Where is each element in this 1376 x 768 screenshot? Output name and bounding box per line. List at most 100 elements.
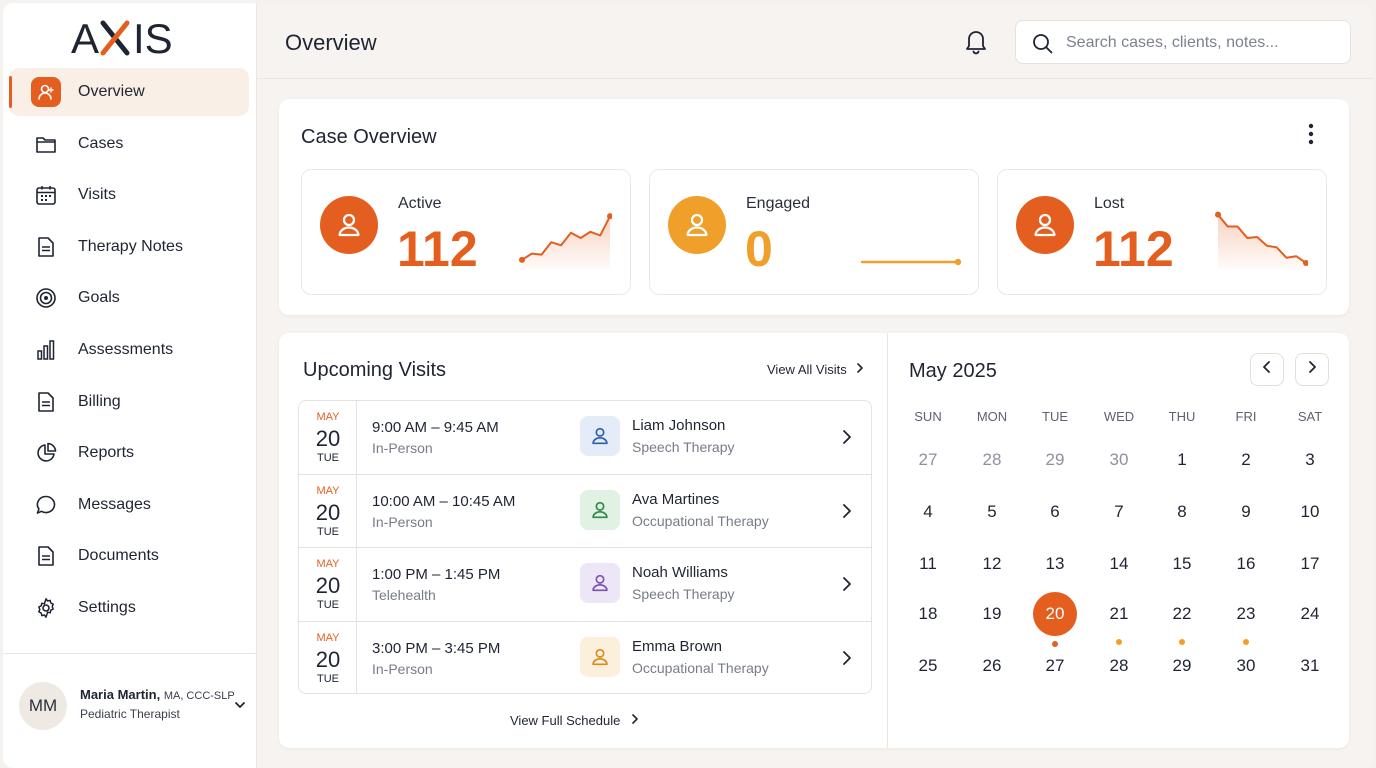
calendar-day[interactable]: 30 bbox=[1109, 450, 1129, 469]
bell-icon[interactable] bbox=[963, 27, 989, 60]
visit-row[interactable]: MAY 20 TUE 9:00 AM – 9:45 AM In-Person L… bbox=[299, 401, 871, 475]
calendar-day[interactable]: 17 bbox=[1300, 554, 1320, 573]
calendar-day[interactable]: 30 bbox=[1236, 656, 1256, 675]
calendar-day[interactable]: 15 bbox=[1172, 554, 1192, 573]
sidebar-item-label: Billing bbox=[78, 392, 121, 410]
top-header: Overview bbox=[257, 3, 1373, 79]
weekday-header: SAT bbox=[1297, 409, 1323, 424]
visit-day: 20 bbox=[315, 426, 341, 451]
calendar-day-selected[interactable]: 20 bbox=[1033, 592, 1077, 636]
sidebar-item-therapy-notes[interactable]: Therapy Notes bbox=[9, 223, 249, 271]
calendar-day[interactable]: 21 bbox=[1109, 604, 1129, 623]
chevron-right-icon[interactable] bbox=[841, 650, 853, 671]
weekday-header: SUN bbox=[914, 409, 942, 424]
calendar-day[interactable]: 1 bbox=[1177, 450, 1187, 469]
visit-mode: In-Person bbox=[372, 440, 433, 456]
visit-mode: Telehealth bbox=[372, 587, 436, 603]
calendar-next-button[interactable] bbox=[1295, 353, 1329, 386]
calendar-day[interactable]: 16 bbox=[1236, 554, 1256, 573]
calendar-day[interactable]: 26 bbox=[982, 656, 1002, 675]
calendar-prev-button[interactable] bbox=[1250, 353, 1284, 386]
calendar-icon bbox=[31, 180, 61, 210]
calendar-day[interactable]: 27 bbox=[1045, 656, 1065, 675]
user-profile[interactable]: MM Maria Martin, MA, CCC-SLP Pediatric T… bbox=[3, 653, 257, 768]
calendar-day[interactable]: 18 bbox=[918, 604, 938, 623]
calendar-day[interactable]: 5 bbox=[987, 502, 997, 521]
sidebar-item-label: Reports bbox=[78, 444, 135, 462]
visit-row[interactable]: MAY 20 TUE 3:00 PM – 3:45 PM In-Person E… bbox=[299, 621, 871, 693]
calendar-day[interactable]: 6 bbox=[1050, 502, 1060, 521]
sidebar-item-visits[interactable]: Visits bbox=[9, 171, 249, 219]
chevron-down-icon[interactable] bbox=[233, 698, 247, 717]
calendar-day[interactable]: 28 bbox=[982, 450, 1002, 469]
visit-time: 10:00 AM – 10:45 AM bbox=[372, 492, 516, 510]
calendar-month-title: May 2025 bbox=[909, 360, 997, 382]
sidebar-item-goals[interactable]: Goals bbox=[9, 274, 249, 322]
weekday-header: FRI bbox=[1235, 409, 1257, 424]
search-input[interactable] bbox=[1066, 31, 1336, 55]
calendar-day[interactable]: 4 bbox=[923, 502, 933, 521]
sidebar-item-cases[interactable]: Cases bbox=[9, 120, 249, 168]
stat-card-engaged[interactable]: Engaged 0 bbox=[649, 169, 979, 295]
chevron-right-icon[interactable] bbox=[841, 429, 853, 450]
sidebar-item-assessments[interactable]: Assessments bbox=[9, 326, 249, 374]
therapy-type: Speech Therapy bbox=[632, 439, 735, 455]
stat-card-active[interactable]: Active 112 bbox=[301, 169, 631, 295]
calendar-day[interactable]: 24 bbox=[1300, 604, 1320, 623]
user-icon bbox=[31, 77, 61, 107]
svg-text:A: A bbox=[71, 15, 100, 61]
calendar-day[interactable]: 9 bbox=[1241, 502, 1251, 521]
calendar-day[interactable]: 27 bbox=[918, 450, 938, 469]
visit-date: MAY 20 TUE bbox=[299, 621, 357, 693]
view-full-schedule-link[interactable]: View Full Schedule bbox=[510, 713, 640, 728]
stat-card-lost[interactable]: Lost 112 bbox=[997, 169, 1327, 295]
calendar-day[interactable]: 11 bbox=[919, 554, 937, 573]
sidebar-nav: Overview Cases Visits Therapy Notes Goal… bbox=[9, 68, 249, 636]
visit-time: 3:00 PM – 3:45 PM bbox=[372, 639, 501, 657]
visit-weekday: TUE bbox=[317, 452, 339, 464]
calendar-day[interactable]: 3 bbox=[1305, 450, 1315, 469]
avatar[interactable]: MM bbox=[19, 682, 67, 730]
more-options-icon[interactable] bbox=[1307, 123, 1315, 150]
visit-day: 20 bbox=[315, 499, 341, 525]
visit-row[interactable]: MAY 20 TUE 10:00 AM – 10:45 AM In-Person… bbox=[299, 474, 871, 548]
sidebar-item-reports[interactable]: Reports bbox=[9, 429, 249, 477]
chevron-right-icon[interactable] bbox=[841, 576, 853, 597]
chevron-right-icon[interactable] bbox=[841, 503, 853, 524]
divider bbox=[887, 333, 888, 748]
sidebar-item-billing[interactable]: Billing bbox=[9, 378, 249, 426]
sidebar-item-settings[interactable]: Settings bbox=[9, 584, 249, 632]
calendar-day[interactable]: 29 bbox=[1045, 450, 1065, 469]
view-all-visits-link[interactable]: View All Visits bbox=[767, 362, 865, 377]
visit-weekday: TUE bbox=[317, 525, 339, 538]
sidebar-item-label: Settings bbox=[78, 598, 136, 616]
profile-name: Maria Martin, MA, CCC-SLP bbox=[80, 687, 235, 702]
chevron-right-icon bbox=[630, 713, 640, 728]
calendar-day[interactable]: 22 bbox=[1172, 604, 1192, 623]
calendar-day[interactable]: 12 bbox=[982, 554, 1002, 573]
calendar-day[interactable]: 29 bbox=[1172, 656, 1192, 675]
calendar-day[interactable]: 23 bbox=[1236, 604, 1256, 623]
client-avatar-icon bbox=[580, 636, 620, 677]
sidebar-item-overview[interactable]: Overview bbox=[9, 68, 249, 116]
calendar-day[interactable]: 10 bbox=[1300, 502, 1320, 521]
visit-date: MAY 20 TUE bbox=[299, 548, 357, 621]
calendar-day[interactable]: 8 bbox=[1177, 502, 1187, 521]
search-box[interactable] bbox=[1015, 20, 1351, 64]
weekday-header: MON bbox=[976, 409, 1008, 424]
sidebar-item-documents[interactable]: Documents bbox=[9, 532, 249, 580]
calendar-day[interactable]: 19 bbox=[982, 604, 1002, 623]
app-window: A IS Overview Cases Visits Therapy Notes… bbox=[3, 3, 1373, 768]
event-indicator-dot bbox=[1116, 639, 1122, 645]
calendar-day[interactable]: 2 bbox=[1241, 450, 1251, 469]
svg-text:IS: IS bbox=[133, 15, 173, 61]
calendar-day[interactable]: 31 bbox=[1300, 656, 1320, 675]
visit-row[interactable]: MAY 20 TUE 1:00 PM – 1:45 PM Telehealth … bbox=[299, 548, 871, 622]
visit-weekday: TUE bbox=[317, 672, 339, 685]
calendar-day[interactable]: 13 bbox=[1045, 554, 1065, 573]
calendar-day[interactable]: 14 bbox=[1109, 554, 1129, 573]
calendar-day[interactable]: 28 bbox=[1109, 656, 1129, 675]
sidebar-item-messages[interactable]: Messages bbox=[9, 481, 249, 529]
calendar-day[interactable]: 7 bbox=[1114, 502, 1124, 521]
calendar-day[interactable]: 25 bbox=[918, 656, 938, 675]
